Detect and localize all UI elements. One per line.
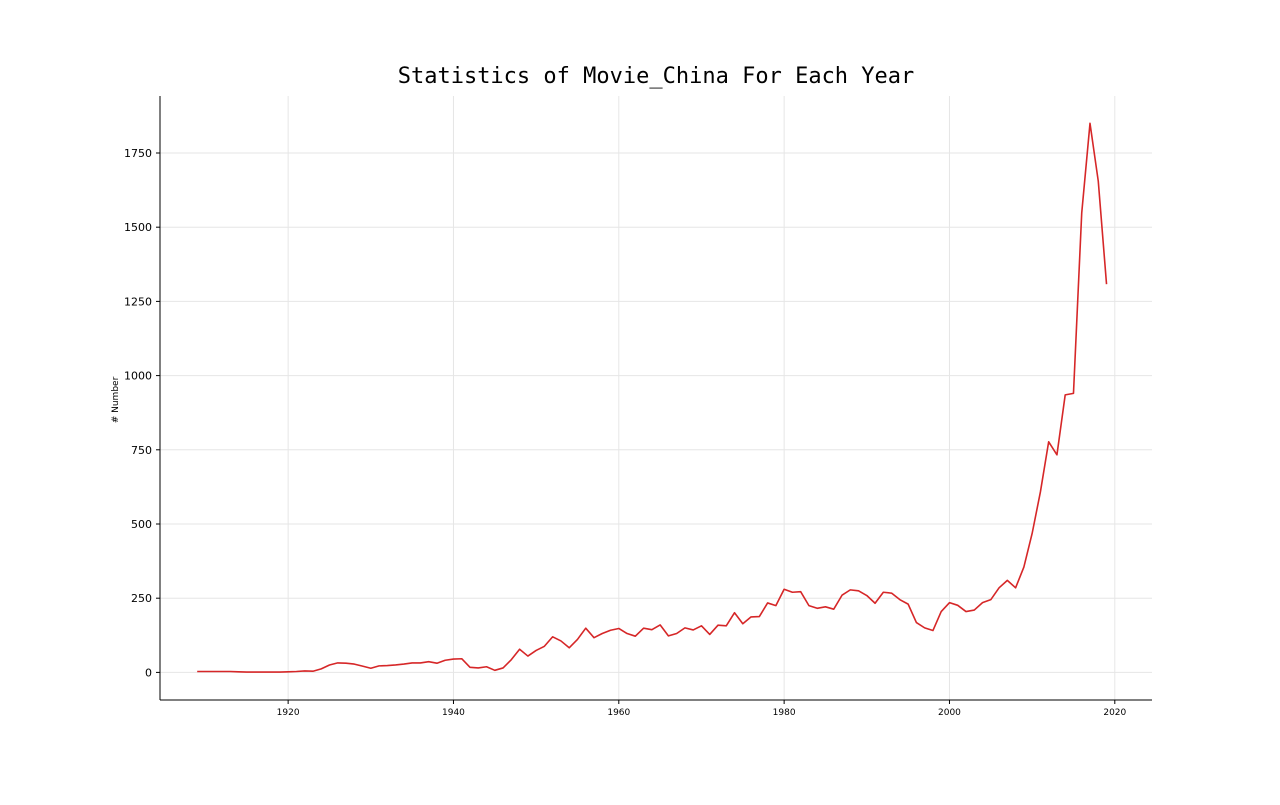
y-tick-label: 250 — [131, 592, 152, 605]
x-tick-label: 2000 — [938, 708, 961, 718]
chart-title: Statistics of Movie_China For Each Year — [397, 64, 915, 89]
series-line — [197, 122, 1108, 673]
x-tick-label: 2020 — [1103, 708, 1126, 718]
y-tick-label: 1000 — [124, 370, 152, 383]
y-tick-label: 1250 — [124, 295, 152, 308]
x-tick-label: 1920 — [277, 708, 300, 718]
y-tick-label: 0 — [145, 666, 152, 679]
y-axis-label: # Number — [111, 376, 121, 424]
y-tick-label: 1750 — [124, 147, 152, 160]
y-tick-label: 750 — [131, 444, 152, 457]
x-tick-label: 1940 — [442, 708, 465, 718]
x-tick-label: 1960 — [607, 708, 630, 718]
x-tick-label: 1980 — [773, 708, 796, 718]
y-tick-label: 1500 — [124, 221, 152, 234]
y-tick-label: 500 — [131, 518, 152, 531]
